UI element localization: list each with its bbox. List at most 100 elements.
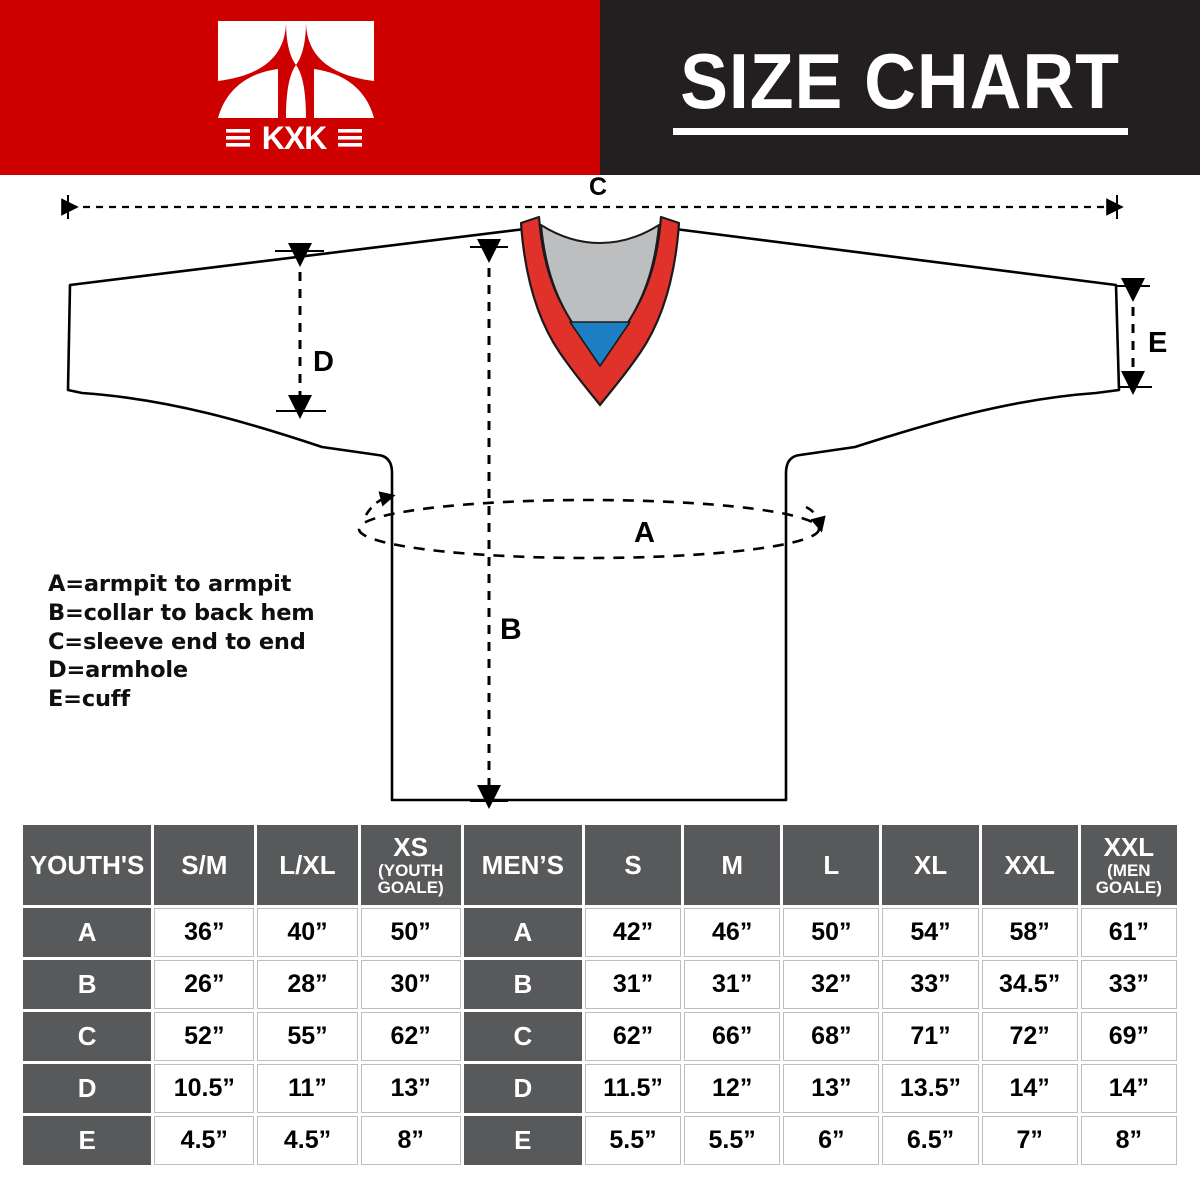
header-mens-size-4: XXL: [981, 825, 1078, 905]
table-row: D 10.5” 11” 13” D 11.5” 12” 13” 13.5” 14” 14”: [23, 1064, 1177, 1113]
cell-mens-d-2: 13”: [783, 1064, 880, 1113]
title-panel: SIZE CHART: [600, 0, 1200, 175]
cell-youth-c-2: 62”: [360, 1012, 461, 1061]
cell-mens-a-0: 42”: [584, 908, 682, 957]
header-youth-size-1: L/XL: [257, 825, 358, 905]
cell-youth-e-2: 8”: [360, 1116, 461, 1165]
cell-mens-a-5: 61”: [1080, 908, 1177, 957]
legend-item-c: C=sleeve end to end: [48, 628, 306, 655]
svg-text:KXK: KXK: [262, 120, 327, 156]
cell-mens-d-4: 14”: [981, 1064, 1078, 1113]
dimension-e: E: [1116, 278, 1167, 395]
cell-mens-b-0: 31”: [584, 960, 682, 1009]
cell-mens-e-0: 5.5”: [584, 1116, 682, 1165]
cell-youth-e-0: 4.5”: [154, 1116, 255, 1165]
size-table: YOUTH'S S/M L/XL XS (YOUTH GOALE) MEN’S S M L XL X…: [20, 822, 1180, 1168]
header-mens: MEN’S: [463, 825, 582, 905]
dimension-d: D: [275, 243, 334, 419]
dimension-b: B: [470, 239, 522, 809]
header-mens-size-2: L: [783, 825, 880, 905]
header-mens-size-0: S: [584, 825, 682, 905]
brand-panel: KXK: [0, 0, 600, 175]
size-table-wrapper: YOUTH'S S/M L/XL XS (YOUTH GOALE) MEN’S S M L XL X…: [20, 822, 1180, 1168]
row-label-youth-e: E: [23, 1116, 152, 1165]
header-mens-size-3: XL: [882, 825, 979, 905]
cell-mens-c-1: 66”: [684, 1012, 781, 1061]
header-mens-size-1: M: [684, 825, 781, 905]
svg-text:D: D: [313, 346, 334, 378]
row-label-mens-b: B: [463, 960, 582, 1009]
row-label-youth-b: B: [23, 960, 152, 1009]
legend-item-d: D=armhole: [48, 657, 188, 684]
table-header-row: YOUTH'S S/M L/XL XS (YOUTH GOALE) MEN’S S M L XL X…: [23, 825, 1177, 905]
row-label-mens-e: E: [463, 1116, 582, 1165]
measurement-legend: A=armpit to armpit B=collar to back hem …: [48, 570, 315, 714]
cell-mens-d-3: 13.5”: [882, 1064, 979, 1113]
cell-mens-b-3: 33”: [882, 960, 979, 1009]
cell-youth-b-0: 26”: [154, 960, 255, 1009]
title-underline: [672, 127, 1128, 135]
page-title: SIZE CHART: [680, 37, 1120, 126]
kxk-hourglass-logo: KXK: [200, 13, 400, 163]
cell-mens-b-1: 31”: [684, 960, 781, 1009]
table-row: A 36” 40” 50” A 42” 46” 50” 54” 58” 61”: [23, 908, 1177, 957]
svg-text:B: B: [500, 613, 522, 646]
jersey-diagram: C D E B: [0, 175, 1200, 820]
cell-mens-e-3: 6.5”: [882, 1116, 979, 1165]
cell-mens-a-3: 54”: [882, 908, 979, 957]
table-row: C 52” 55” 62” C 62” 66” 68” 71” 72” 69”: [23, 1012, 1177, 1061]
collar: [519, 215, 681, 407]
cell-youth-a-0: 36”: [154, 908, 255, 957]
cell-mens-d-1: 12”: [684, 1064, 781, 1113]
cell-youth-d-2: 13”: [360, 1064, 461, 1113]
header-youths: YOUTH'S: [23, 825, 152, 905]
cell-youth-b-2: 30”: [360, 960, 461, 1009]
table-row: E 4.5” 4.5” 8” E 5.5” 5.5” 6” 6.5” 7” 8”: [23, 1116, 1177, 1165]
page-header: KXK SIZE CHART: [0, 0, 1200, 175]
row-label-mens-d: D: [463, 1064, 582, 1113]
cell-youth-d-1: 11”: [257, 1064, 358, 1113]
cell-mens-d-5: 14”: [1080, 1064, 1177, 1113]
cell-youth-d-0: 10.5”: [154, 1064, 255, 1113]
svg-text:E: E: [1148, 327, 1167, 359]
cell-mens-b-2: 32”: [783, 960, 880, 1009]
jersey-outline: [66, 227, 1121, 802]
cell-youth-b-1: 28”: [257, 960, 358, 1009]
dimension-a: A: [357, 491, 826, 560]
svg-text:C: C: [589, 175, 607, 201]
cell-mens-e-1: 5.5”: [684, 1116, 781, 1165]
legend-item-e: E=cuff: [48, 686, 130, 713]
cell-mens-d-0: 11.5”: [584, 1064, 682, 1113]
cell-youth-a-1: 40”: [257, 908, 358, 957]
cell-mens-b-5: 33”: [1080, 960, 1177, 1009]
dimension-c: C: [61, 175, 1124, 219]
cell-youth-e-1: 4.5”: [257, 1116, 358, 1165]
legend-item-b: B=collar to back hem: [48, 599, 315, 626]
cell-mens-a-1: 46”: [684, 908, 781, 957]
cell-youth-a-2: 50”: [360, 908, 461, 957]
cell-mens-c-0: 62”: [584, 1012, 682, 1061]
legend-item-a: A=armpit to armpit: [48, 571, 292, 597]
header-mens-size-5: XXL (MEN GOALE): [1080, 825, 1177, 905]
cell-mens-e-5: 8”: [1080, 1116, 1177, 1165]
header-youth-size-2: XS (YOUTH GOALE): [360, 825, 461, 905]
cell-youth-c-1: 55”: [257, 1012, 358, 1061]
row-label-youth-c: C: [23, 1012, 152, 1061]
cell-mens-b-4: 34.5”: [981, 960, 1078, 1009]
cell-mens-c-5: 69”: [1080, 1012, 1177, 1061]
row-label-youth-a: A: [23, 908, 152, 957]
cell-mens-c-3: 71”: [882, 1012, 979, 1061]
row-label-mens-a: A: [463, 908, 582, 957]
cell-mens-a-2: 50”: [783, 908, 880, 957]
cell-mens-c-2: 68”: [783, 1012, 880, 1061]
header-youth-size-0: S/M: [154, 825, 255, 905]
table-row: B 26” 28” 30” B 31” 31” 32” 33” 34.5” 33”: [23, 960, 1177, 1009]
row-label-mens-c: C: [463, 1012, 582, 1061]
cell-youth-c-0: 52”: [154, 1012, 255, 1061]
svg-text:A: A: [634, 517, 655, 549]
row-label-youth-d: D: [23, 1064, 152, 1113]
cell-mens-a-4: 58”: [981, 908, 1078, 957]
cell-mens-e-4: 7”: [981, 1116, 1078, 1165]
cell-mens-c-4: 72”: [981, 1012, 1078, 1061]
cell-mens-e-2: 6”: [783, 1116, 880, 1165]
